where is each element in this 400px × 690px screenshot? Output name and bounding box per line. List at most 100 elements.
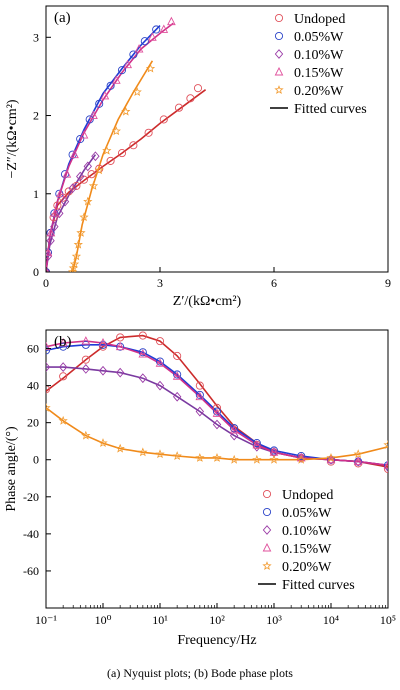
point-0.20%W bbox=[94, 165, 104, 175]
point-0.20%W bbox=[46, 402, 51, 412]
x-tick-label: 6 bbox=[271, 276, 277, 290]
point-0.20%W bbox=[71, 251, 82, 261]
x-tick-label: 10⁴ bbox=[323, 613, 339, 627]
x-tick-label: 9 bbox=[385, 276, 391, 290]
point-0.05%W bbox=[46, 346, 51, 355]
point-0.15%W bbox=[155, 358, 165, 367]
y-tick-label: -60 bbox=[23, 564, 39, 578]
point-0.15%W bbox=[148, 32, 157, 41]
fit-line-0.05%W bbox=[46, 25, 161, 272]
point-0.10%W bbox=[98, 365, 108, 376]
fit-line-Undoped bbox=[46, 334, 388, 468]
point-Undoped bbox=[159, 115, 168, 124]
point-0.20%W bbox=[296, 454, 306, 464]
point-Undoped bbox=[383, 464, 388, 474]
legend-label: 0.05%W bbox=[294, 30, 344, 45]
point-0.20%W bbox=[353, 449, 363, 459]
point-0.10%W bbox=[297, 452, 306, 463]
point-0.15%W bbox=[89, 110, 98, 119]
point-0.20%W bbox=[252, 454, 262, 464]
fit-line-0.15%W bbox=[46, 340, 388, 467]
legend-marker bbox=[262, 561, 272, 570]
point-0.20%W bbox=[383, 440, 388, 449]
point-0.05%W bbox=[212, 407, 222, 416]
point-0.05%W bbox=[129, 50, 138, 59]
plot-frame bbox=[45, 5, 389, 273]
point-0.10%W bbox=[115, 367, 125, 378]
point-0.05%W bbox=[140, 37, 149, 46]
point-0.15%W bbox=[167, 16, 176, 26]
point-0.15%W bbox=[252, 439, 262, 449]
point-0.20%W bbox=[145, 63, 156, 73]
point-0.05%W bbox=[195, 390, 204, 399]
point-0.15%W bbox=[353, 456, 363, 466]
point-0.15%W bbox=[172, 371, 182, 380]
point-0.10%W bbox=[229, 430, 239, 441]
legend-marker bbox=[274, 67, 284, 76]
x-tick-label: 10¹ bbox=[152, 613, 168, 627]
y-tick-label: -40 bbox=[23, 527, 39, 541]
y-tick-label: 20 bbox=[27, 416, 39, 430]
point-0.20%W bbox=[121, 106, 131, 116]
y-tick-label: 60 bbox=[27, 342, 39, 356]
point-0.20%W bbox=[111, 126, 121, 136]
point-0.20%W bbox=[229, 454, 239, 464]
point-0.10%W bbox=[76, 171, 85, 182]
point-0.05%W bbox=[138, 348, 147, 357]
point-0.20%W bbox=[115, 443, 125, 453]
point-0.15%W bbox=[46, 227, 56, 237]
point-0.15%W bbox=[50, 208, 60, 217]
legend-label: Undoped bbox=[294, 12, 345, 27]
point-Undoped bbox=[174, 103, 184, 112]
point-0.20%W bbox=[69, 259, 80, 269]
point-0.15%W bbox=[383, 460, 388, 469]
x-tick-label: 10³ bbox=[266, 613, 282, 627]
point-0.20%W bbox=[326, 452, 336, 462]
point-0.20%W bbox=[58, 415, 68, 425]
panel-label: (b) bbox=[54, 334, 72, 350]
point-Undoped bbox=[59, 372, 68, 381]
y-axis-label: Phase angle/(°) bbox=[4, 426, 19, 512]
y-tick-label: -20 bbox=[23, 490, 39, 504]
legend-marker bbox=[262, 507, 272, 517]
y-tick-label: 1 bbox=[33, 187, 39, 201]
point-0.20%W bbox=[269, 454, 279, 464]
fit-line-Undoped bbox=[46, 89, 207, 272]
legend-marker bbox=[274, 31, 284, 41]
point-0.15%W bbox=[134, 44, 144, 53]
point-Undoped bbox=[129, 141, 138, 150]
plot-area bbox=[46, 331, 388, 474]
point-0.15%W bbox=[98, 337, 108, 347]
legend-marker bbox=[274, 49, 284, 59]
y-tick-label: 0 bbox=[33, 453, 39, 467]
point-0.15%W bbox=[56, 188, 65, 198]
point-0.10%W bbox=[46, 251, 53, 262]
point-0.05%W bbox=[76, 134, 85, 144]
point-0.15%W bbox=[159, 24, 169, 33]
point-0.20%W bbox=[76, 227, 86, 237]
point-Undoped bbox=[195, 381, 204, 390]
point-Undoped bbox=[144, 128, 153, 137]
legend-label: Fitted curves bbox=[282, 578, 355, 593]
legend-marker bbox=[262, 489, 272, 499]
point-0.15%W bbox=[111, 75, 121, 84]
x-tick-label: 10² bbox=[209, 613, 225, 627]
legend-label: 0.10%W bbox=[294, 48, 344, 63]
point-0.10%W bbox=[326, 454, 336, 465]
legend-marker bbox=[274, 13, 284, 23]
point-0.15%W bbox=[70, 149, 79, 159]
figure-caption: (a) Nyquist plots; (b) Bode phase plots bbox=[107, 666, 293, 680]
point-Undoped bbox=[212, 403, 222, 412]
legend-marker bbox=[262, 543, 272, 552]
point-0.20%W bbox=[83, 196, 93, 206]
legend-label: 0.05%W bbox=[282, 506, 332, 521]
point-0.15%W bbox=[100, 90, 110, 100]
y-axis-label: −Z″/(kΩ•cm²) bbox=[5, 99, 20, 178]
x-axis-label: Frequency/Hz bbox=[177, 633, 256, 648]
y-tick-label: 2 bbox=[33, 109, 39, 123]
point-0.10%W bbox=[58, 362, 68, 372]
fit-line-0.05%W bbox=[46, 343, 388, 467]
point-0.20%W bbox=[155, 449, 165, 459]
point-0.05%W bbox=[59, 342, 68, 351]
point-0.20%W bbox=[102, 145, 112, 155]
